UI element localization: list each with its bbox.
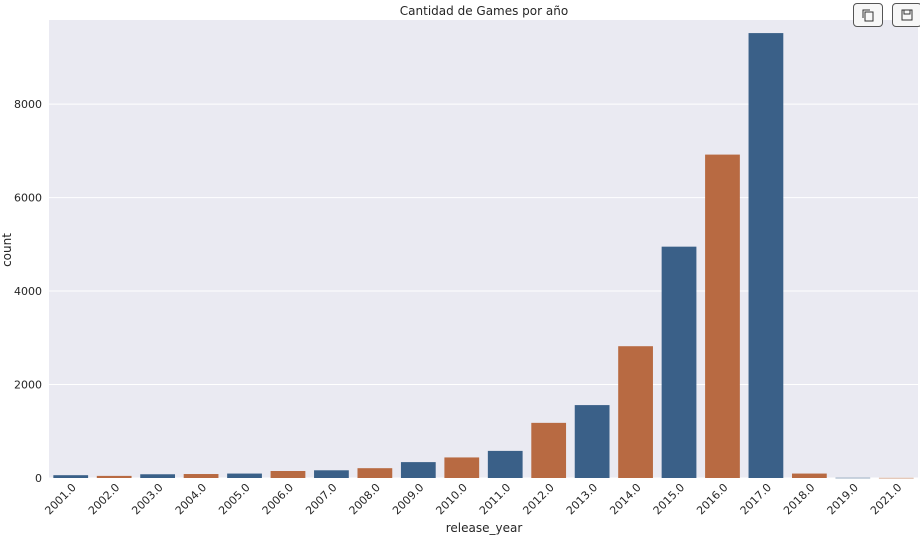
- x-tick-label: 2005.0: [216, 481, 252, 517]
- bar-2015.0: [661, 246, 697, 478]
- bar-2002.0: [96, 475, 132, 478]
- bar-2011.0: [487, 450, 523, 478]
- bar-2014.0: [618, 346, 653, 478]
- y-tick-label: 8000: [14, 98, 42, 111]
- bar-2007.0: [314, 470, 349, 478]
- x-tick-label: 2012.0: [520, 481, 556, 517]
- bar-2010.0: [444, 457, 480, 478]
- y-tick-label: 2000: [14, 379, 42, 392]
- bar-2004.0: [183, 474, 219, 478]
- y-tick-label: 4000: [14, 285, 42, 298]
- bar-2012.0: [531, 422, 567, 478]
- x-tick-label: 2008.0: [347, 481, 383, 517]
- plot-area: [49, 20, 918, 478]
- y-tick-label: 0: [35, 472, 42, 485]
- copy-icon: [862, 9, 874, 22]
- x-tick-labels: 2001.0 2002.0 2003.0 2004.0 2005.0 2006.0 2007…: [42, 481, 904, 517]
- y-axis-label: count: [0, 233, 14, 267]
- x-tick-label: 2002.0: [86, 481, 122, 517]
- x-tick-label: 2006.0: [260, 481, 296, 517]
- bar-2017.0: [748, 33, 784, 478]
- bar-2009.0: [400, 462, 436, 478]
- x-tick-label: 2014.0: [607, 481, 643, 517]
- bars: [53, 33, 914, 479]
- copy-button[interactable]: [853, 3, 883, 27]
- bar-2019.0: [835, 477, 871, 479]
- bar-2003.0: [140, 474, 176, 478]
- x-tick-label: 2010.0: [433, 481, 469, 517]
- x-tick-label: 2007.0: [303, 481, 339, 517]
- bar-2021.0: [878, 477, 914, 479]
- bar-2005.0: [227, 473, 262, 478]
- x-tick-label: 2013.0: [564, 481, 600, 517]
- bar-2001.0: [53, 475, 89, 478]
- x-tick-label: 2011.0: [477, 481, 513, 517]
- x-tick-label: 2015.0: [651, 481, 687, 517]
- bar-2013.0: [574, 405, 610, 478]
- x-axis-label: release_year: [446, 521, 523, 535]
- bar-2006.0: [270, 470, 306, 478]
- x-tick-label: 2004.0: [173, 481, 209, 517]
- x-tick-label: 2017.0: [738, 481, 774, 517]
- bar-2018.0: [791, 473, 827, 478]
- x-tick-label: 2018.0: [781, 481, 817, 517]
- chart-title: Cantidad de Games por año: [400, 4, 568, 18]
- x-tick-label: 2003.0: [129, 481, 165, 517]
- x-tick-label: 2021.0: [868, 481, 904, 517]
- bar-2008.0: [357, 468, 393, 478]
- save-button[interactable]: [892, 3, 920, 27]
- x-tick-label: 2009.0: [390, 481, 426, 517]
- x-tick-label: 2001.0: [42, 481, 78, 517]
- x-tick-label: 2019.0: [825, 481, 861, 517]
- x-tick-label: 2016.0: [694, 481, 730, 517]
- bar-2016.0: [705, 154, 740, 478]
- y-tick-label: 6000: [14, 192, 42, 205]
- save-icon: [901, 9, 913, 21]
- y-tick-labels: 0 2000 4000 6000 8000: [14, 98, 42, 485]
